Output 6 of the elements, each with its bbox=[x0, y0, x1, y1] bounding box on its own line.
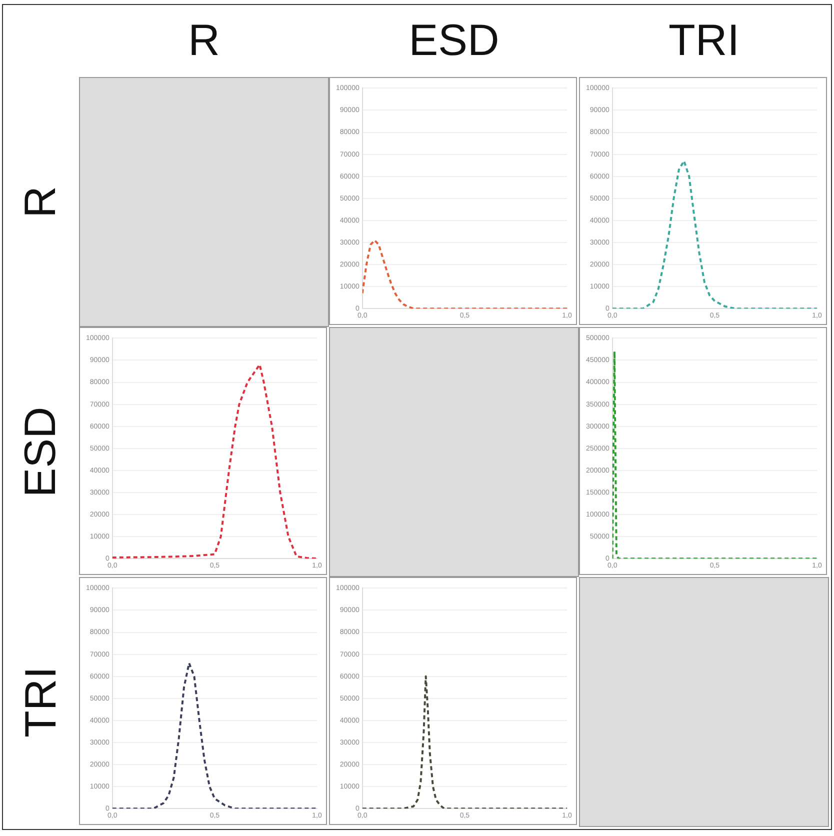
text: R bbox=[187, 15, 221, 67]
text: TRI bbox=[668, 15, 740, 67]
text: ESD bbox=[408, 15, 500, 67]
text: R bbox=[16, 186, 66, 218]
text: TRI bbox=[16, 666, 66, 738]
text: ESD bbox=[16, 406, 66, 498]
